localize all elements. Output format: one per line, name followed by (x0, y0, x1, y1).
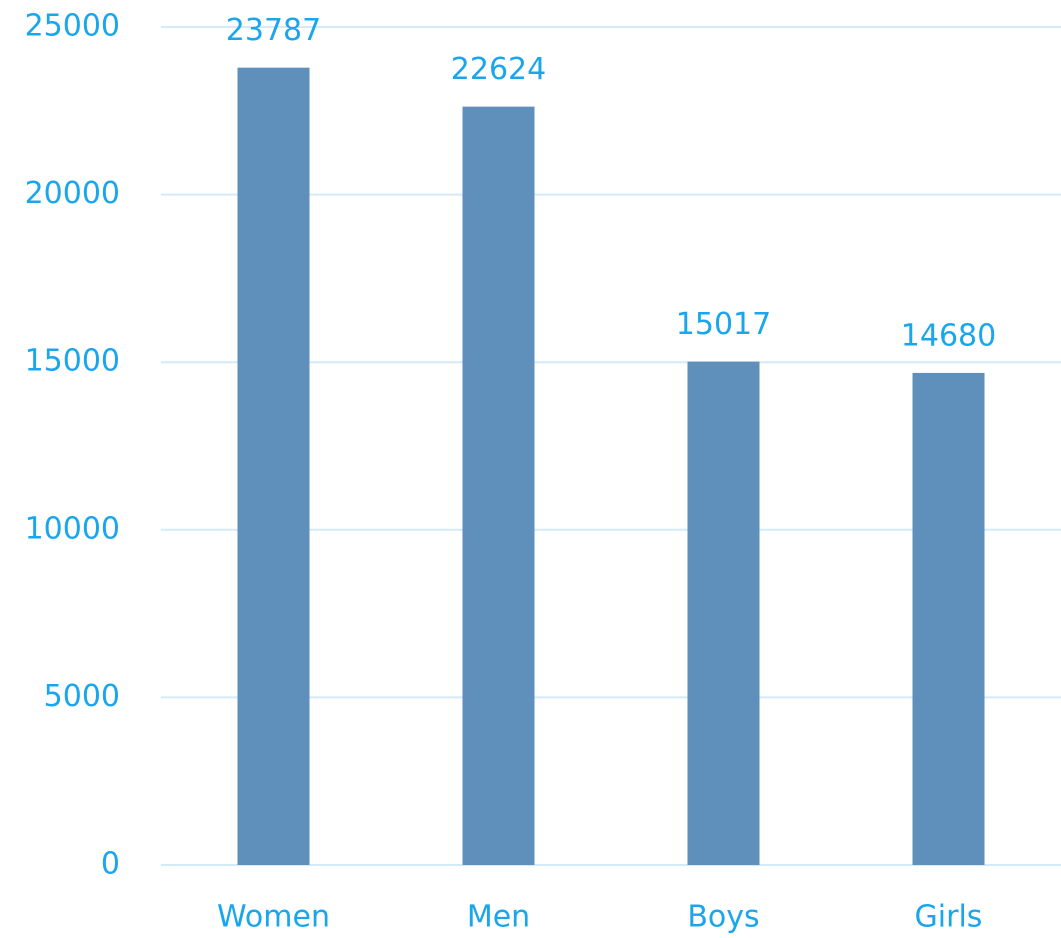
y-tick-label: 15000 (25, 344, 120, 379)
bar (237, 67, 310, 865)
data-label: 14680 (901, 318, 996, 353)
y-tick-label: 20000 (25, 176, 120, 211)
y-tick-label: 5000 (44, 679, 120, 714)
bar (462, 106, 535, 866)
data-label: 15017 (676, 307, 771, 342)
x-tick-label: Girls (915, 900, 983, 935)
data-label: 22624 (451, 52, 546, 87)
y-tick-label: 25000 (25, 9, 120, 44)
bar (687, 361, 760, 865)
data-label: 23787 (226, 13, 321, 48)
y-tick-label: 0 (101, 847, 120, 882)
x-tick-label: Women (217, 900, 330, 935)
bar (912, 372, 985, 865)
x-tick-label: Boys (687, 900, 759, 935)
x-tick-label: Men (467, 900, 530, 935)
y-tick-label: 10000 (25, 511, 120, 546)
